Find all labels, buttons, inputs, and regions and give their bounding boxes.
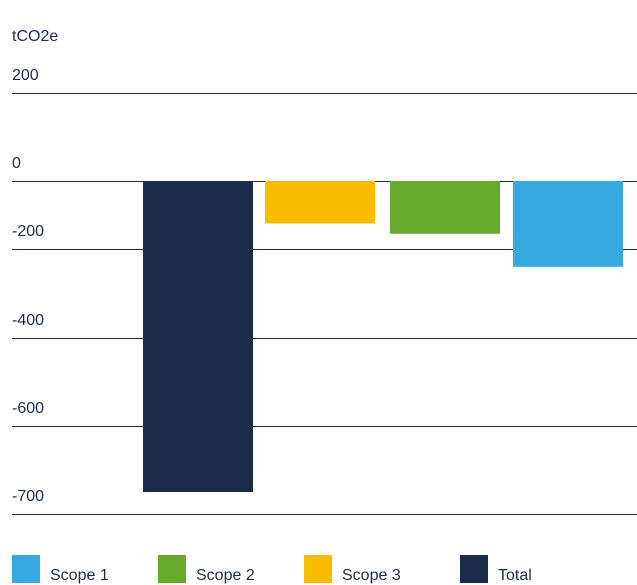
legend-label-scope-2: Scope 2 — [196, 567, 255, 584]
legend-item-scope-2: Scope 2 — [158, 555, 304, 584]
y-axis-tick-labels: 200 0 -200 -400 -600 -700 — [12, 67, 44, 505]
bar-scope-1 — [513, 181, 623, 267]
legend-swatch-scope-2 — [158, 555, 186, 583]
legend-label-scope-3: Scope 3 — [342, 567, 401, 584]
legend-item-total: Total — [460, 555, 532, 584]
legend-label-total: Total — [498, 567, 532, 584]
legend-label-scope-1: Scope 1 — [50, 567, 109, 584]
bars — [143, 181, 623, 492]
bar-chart: tCO2e 200 0 -200 -400 -600 -700 — [12, 28, 637, 515]
gridlines — [12, 93, 637, 515]
legend-swatch-scope-1 — [12, 555, 40, 583]
legend-swatch-total — [460, 555, 488, 583]
bar-scope-2 — [390, 181, 500, 234]
y-tick-label-1: 0 — [12, 155, 21, 172]
y-tick-label-5: -700 — [12, 488, 44, 505]
y-axis-unit-label: tCO2e — [12, 28, 58, 45]
legend-item-scope-1: Scope 1 — [12, 555, 158, 584]
y-tick-label-0: 200 — [12, 67, 39, 84]
y-tick-label-3: -400 — [12, 312, 44, 329]
bar-total — [143, 181, 253, 492]
y-tick-label-4: -600 — [12, 400, 44, 417]
y-tick-label-2: -200 — [12, 223, 44, 240]
bar-scope-3 — [265, 181, 375, 224]
legend-swatch-scope-3 — [304, 555, 332, 583]
legend-item-scope-3: Scope 3 — [304, 555, 460, 584]
legend: Scope 1 Scope 2 Scope 3 Total — [12, 553, 532, 584]
